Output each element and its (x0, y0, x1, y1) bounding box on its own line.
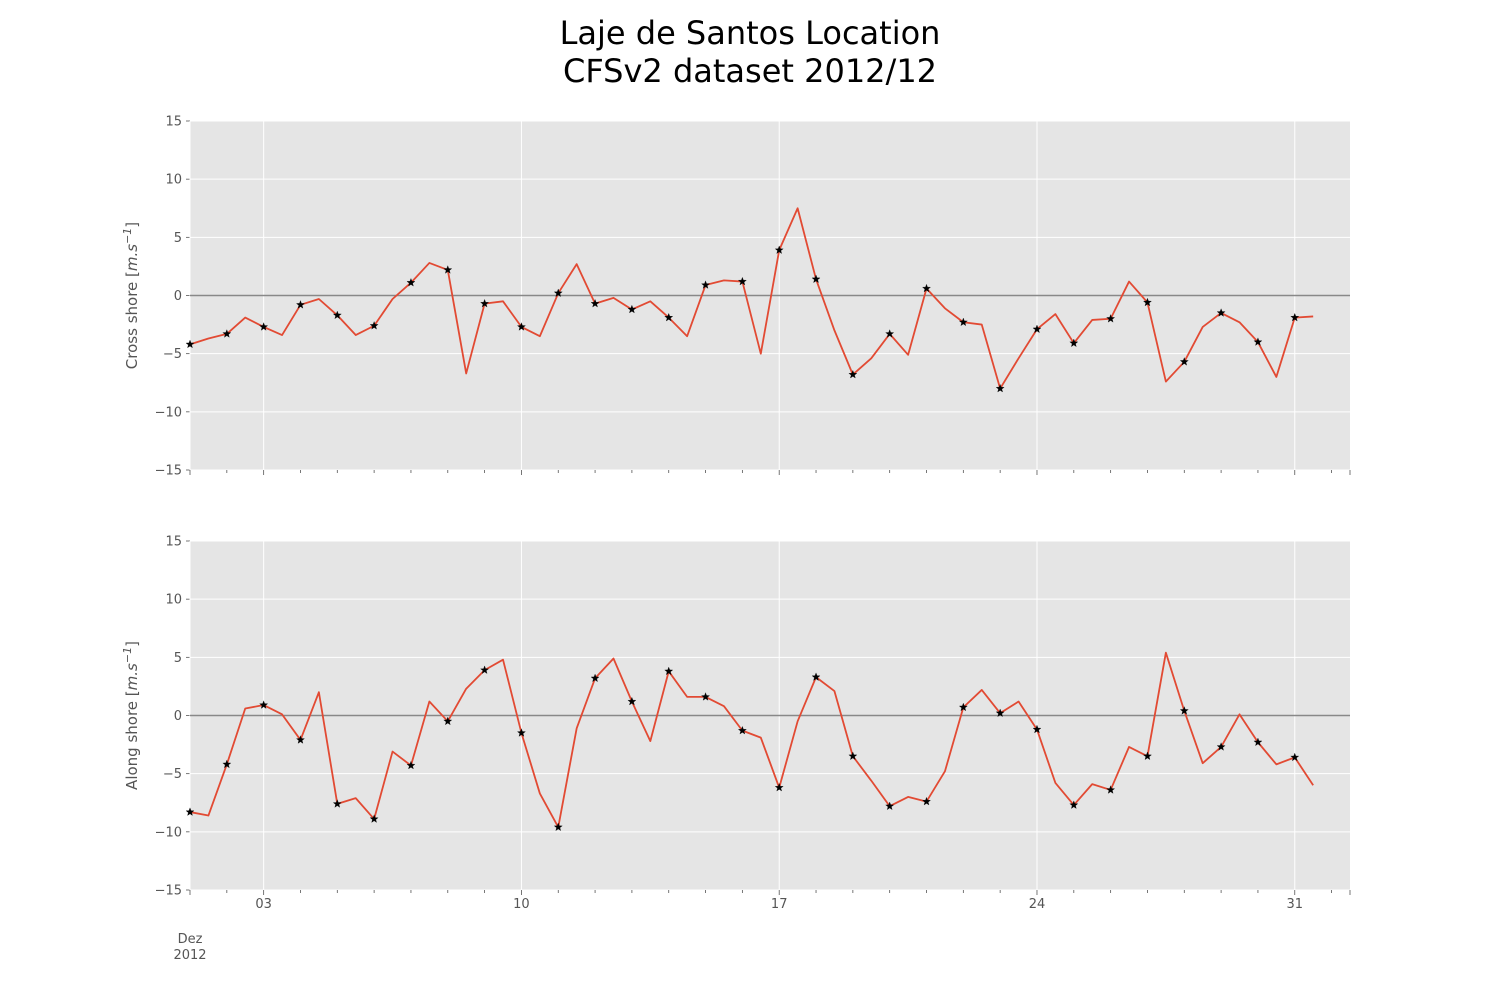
panel2-series-line (189, 651, 1314, 829)
panel1-data-point (1216, 308, 1226, 317)
panel2-data-point (664, 666, 674, 676)
panel1-data-point (848, 369, 858, 379)
chart-title: Laje de Santos Location CFSv2 dataset 20… (0, 14, 1500, 90)
panel1-data-point (737, 276, 747, 286)
panel1-data-point (259, 322, 269, 331)
panel2-data-point (406, 760, 416, 770)
panel2-data-point (995, 708, 1005, 717)
panel1-data-point (885, 329, 895, 338)
panel1-data-point (1143, 297, 1152, 307)
panel1-ytick-label: 10 (165, 173, 182, 188)
panel1-data-point (369, 321, 379, 330)
panel1-ytick-label: −5 (163, 347, 182, 362)
panel2-data-point (627, 696, 637, 706)
panel1-data-point (958, 317, 968, 326)
panel1-series-line (189, 207, 1314, 390)
panel1-data-point (1179, 357, 1189, 366)
panel1-data-point (590, 299, 600, 308)
panel1-data-point (701, 280, 710, 289)
panel2-xtick-start-year: 2012 (173, 948, 206, 963)
panel1-data-point (811, 274, 821, 283)
panel1-data-point (1253, 337, 1263, 346)
panel1-data-point (296, 300, 305, 309)
panel1-data-point (553, 288, 563, 297)
panel1-data-point (406, 278, 416, 287)
panel2-ytick-label: 10 (165, 593, 182, 608)
panel1-data-point (664, 312, 674, 322)
panel1-ytick-label: 15 (165, 115, 182, 130)
panel2-ytick-label: −15 (155, 884, 182, 899)
panel2-xtick-start-month: Dez (178, 932, 203, 947)
panel2-data-point (1106, 785, 1116, 794)
panel2-data-point (922, 796, 931, 806)
panel1-group: −15 −10 −5 0 5 10 15 Cross shore [m.s−1] (121, 115, 1351, 479)
panel1-data-point (1032, 324, 1042, 333)
chart-title-line1: Laje de Santos Location (559, 14, 941, 52)
panel2-group: −15 −10 −5 0 5 10 15 Along shore [m.s−1] 03 10 17 2… (121, 535, 1351, 963)
panel1-ylabel: Cross shore [m.s−1] (121, 222, 142, 369)
chart-title-line2: CFSv2 dataset 2012/12 (562, 52, 938, 90)
panel1-data-point (443, 265, 453, 274)
panel2-data-point (958, 702, 968, 712)
panel2-data-point (590, 673, 600, 683)
panel2-data-point (332, 799, 342, 808)
panel2-data-point (1179, 706, 1189, 715)
panel2-data-point (1143, 751, 1152, 760)
panel2-data-point (517, 728, 526, 737)
panel2-data-point (811, 672, 821, 681)
panel2-data-point (701, 692, 710, 701)
panel2-data-point (1032, 724, 1042, 734)
panel2-ytick-label: −5 (163, 767, 182, 782)
panel2-data-point (1253, 737, 1263, 746)
panel2-data-point (480, 665, 490, 674)
panel2-data-point (553, 822, 563, 831)
panel1-data-point (480, 299, 490, 308)
panel1-data-point (774, 245, 784, 254)
panel1-data-point (332, 310, 342, 320)
panel1-data-point (1290, 312, 1300, 322)
panel2-xtick-label: 17 (771, 897, 788, 912)
panel2-data-point (848, 751, 858, 760)
panel1-ytick-label: 5 (174, 231, 182, 246)
panel2-data-point (885, 801, 895, 810)
panel1-data-point (1106, 314, 1116, 323)
panel1-data-point (995, 383, 1005, 393)
panel2-data-point (222, 759, 232, 769)
panel2-data-point (1069, 800, 1079, 809)
panel2-data-point (1216, 742, 1226, 751)
panel2-ytick-label: 0 (174, 709, 182, 724)
panel2-data-point (737, 725, 747, 735)
panel1-data-point (222, 329, 232, 338)
panel2-data-point (259, 700, 269, 709)
panel2-ytick-label: 15 (165, 535, 182, 550)
panel1-data-point (922, 283, 931, 293)
panel1-data-point (517, 322, 526, 331)
panel2-xtick-label: 03 (255, 897, 272, 912)
panel2-xtick-label: 10 (513, 897, 530, 912)
panel2-ytick-label: −10 (155, 825, 182, 840)
panel1-ytick-label: 0 (174, 289, 182, 304)
panel2-ylabel: Along shore [m.s−1] (121, 641, 142, 790)
panel2-xtick-label: 31 (1286, 897, 1303, 912)
panel2-data-point (369, 814, 379, 823)
panel1-data-point (627, 304, 637, 314)
panel1-ytick-label: −15 (155, 464, 182, 479)
panel2-data-point (296, 735, 305, 744)
panel2-xtick-label: 24 (1029, 897, 1046, 912)
panel2-data-point (774, 783, 784, 792)
panel2-data-point (1290, 752, 1300, 762)
panel2-ytick-label: 5 (174, 651, 182, 666)
panel1-ytick-label: −10 (155, 405, 182, 420)
panel1-data-point (1069, 338, 1079, 347)
panel1-data-point (185, 339, 195, 349)
panel2-data-point (443, 716, 453, 726)
panel2-data-point (185, 807, 195, 816)
